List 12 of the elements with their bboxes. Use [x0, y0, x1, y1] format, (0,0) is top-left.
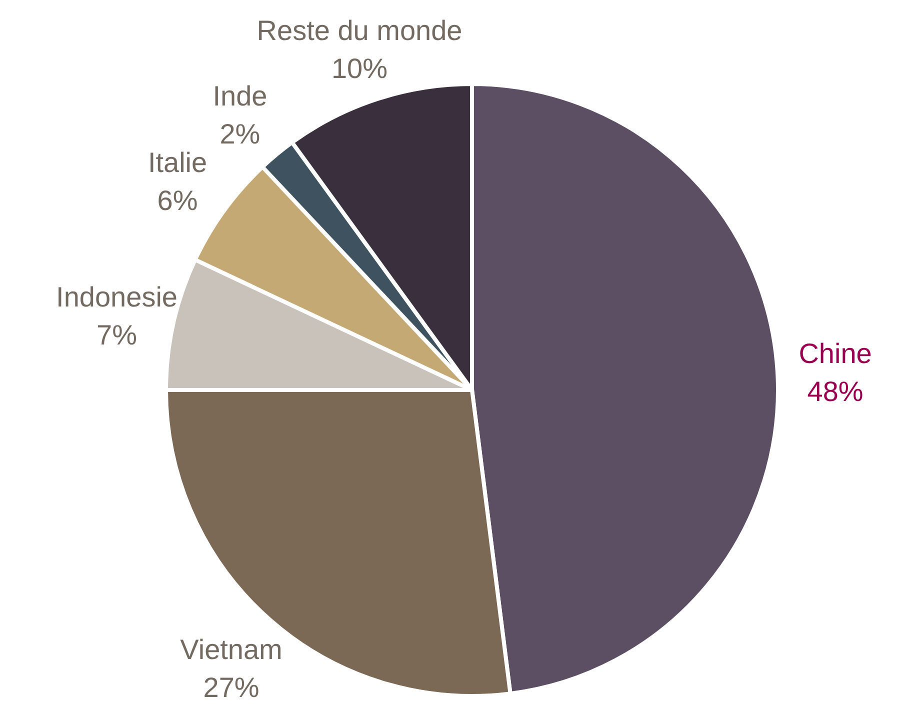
- slice-label: Reste du monde: [256, 14, 462, 46]
- slice-label: Italie: [148, 147, 208, 178]
- slice-label: Inde: [212, 80, 268, 112]
- data-label: 27%: [203, 672, 260, 704]
- slice-label: Indonesie: [56, 282, 178, 313]
- slice-label: Vietnam: [180, 634, 282, 666]
- slice-label: Chine: [798, 338, 872, 370]
- data-label: 7%: [96, 320, 137, 351]
- data-label: 10%: [331, 52, 388, 84]
- data-label: 48%: [807, 376, 864, 408]
- data-label: 6%: [157, 185, 198, 216]
- data-label: 2%: [220, 118, 260, 150]
